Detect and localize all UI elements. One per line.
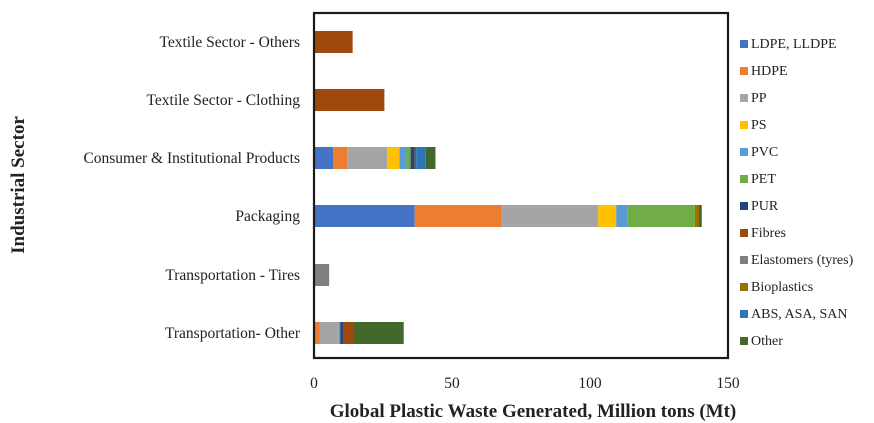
- bar-packaging-other: [699, 205, 702, 227]
- legend-swatch: [740, 229, 748, 237]
- legend-item: PS: [740, 118, 767, 133]
- bar-transportation-other-pvc: [338, 322, 341, 344]
- x-tick-label: 0: [310, 375, 318, 392]
- x-tick-label: 100: [578, 375, 602, 392]
- legend-label: Fibres: [751, 226, 786, 241]
- legend-swatch: [740, 337, 748, 345]
- legend-label: Elastomers (tyres): [751, 253, 854, 268]
- bar-packaging-pet: [627, 205, 695, 227]
- category-label: Packaging: [235, 208, 300, 225]
- bar-packaging-ps: [598, 205, 617, 227]
- legend-swatch: [740, 175, 748, 183]
- legend-item: Other: [740, 334, 783, 349]
- legend-swatch: [740, 283, 748, 291]
- legend-item: Bioplastics: [740, 280, 813, 295]
- legend-item: PVC: [740, 145, 778, 160]
- legend-swatch: [740, 310, 748, 318]
- plot-area-frame: [312, 11, 730, 360]
- legend-label: Bioplastics: [751, 280, 813, 295]
- x-axis-title: Global Plastic Waste Generated, Million …: [330, 401, 737, 422]
- legend-swatch: [740, 94, 748, 102]
- bars-layer: [314, 31, 702, 344]
- bar-packaging-pp: [501, 205, 599, 227]
- category-label: Textile Sector - Clothing: [147, 92, 301, 109]
- bar-transportation-other-other: [354, 322, 404, 344]
- bar-consumer-institutional-products-pvc: [399, 147, 407, 169]
- legend-item: ABS, ASA, SAN: [740, 307, 847, 322]
- legend-label: HDPE: [751, 64, 788, 79]
- bar-consumer-institutional-products-ps: [387, 147, 400, 169]
- category-label: Transportation - Tires: [165, 267, 300, 284]
- legend-label: PUR: [751, 199, 779, 214]
- legend-swatch: [740, 67, 748, 75]
- legend-swatch: [740, 148, 748, 156]
- bar-packaging-pvc: [616, 205, 628, 227]
- legend-item: PET: [740, 172, 776, 187]
- bar-packaging-ldpe-lldpe: [314, 205, 415, 227]
- bar-packaging-bioplastics: [694, 205, 700, 227]
- bar-transportation-other-fibres: [342, 322, 355, 344]
- legend-item: PP: [740, 91, 767, 106]
- bar-consumer-institutional-products-fibres: [414, 147, 417, 169]
- legend-label: PP: [751, 91, 767, 106]
- category-label: Textile Sector - Others: [159, 34, 300, 51]
- legend-label: LDPE, LLDPE: [751, 37, 837, 52]
- bar-transportation-tires-elastomers-tyres: [314, 264, 330, 286]
- bar-transportation-other-hdpe: [314, 322, 320, 344]
- legend-label: PVC: [751, 145, 778, 160]
- legend-label: ABS, ASA, SAN: [751, 307, 847, 322]
- x-tick-label: 150: [716, 375, 740, 392]
- legend-item: Elastomers (tyres): [740, 253, 854, 268]
- bar-consumer-institutional-products-hdpe: [333, 147, 348, 169]
- y-axis-title: Industrial Sector: [8, 116, 29, 254]
- x-tick-label: 50: [444, 375, 460, 392]
- category-label: Consumer & Institutional Products: [83, 150, 300, 167]
- legend-swatch: [740, 40, 748, 48]
- x-axis-tick-labels: 0 50 100 150: [310, 375, 740, 392]
- legend-item: PUR: [740, 199, 779, 214]
- bar-consumer-institutional-products-pp: [347, 147, 388, 169]
- legend-item: HDPE: [740, 64, 788, 79]
- bar-transportation-other-pur: [340, 322, 343, 344]
- legend-swatch: [740, 256, 748, 264]
- legend: LDPE, LLDPE HDPE PP PS PVC PET PUR Fibres Elasto…: [740, 37, 854, 349]
- bar-textile-sector-clothing-fibres: [314, 89, 385, 111]
- bar-consumer-institutional-products-ldpe-lldpe: [314, 147, 334, 169]
- bar-consumer-institutional-products-pet: [406, 147, 411, 169]
- category-label: Transportation- Other: [165, 325, 301, 342]
- bar-consumer-institutional-products-other: [425, 147, 436, 169]
- bar-textile-sector-others-fibres: [314, 31, 353, 53]
- bar-consumer-institutional-products-abs-asa-san: [416, 147, 426, 169]
- legend-swatch: [740, 202, 748, 210]
- category-labels: Textile Sector - Others Textile Sector - …: [83, 34, 300, 342]
- bar-transportation-other-pp: [319, 322, 339, 344]
- legend-item: LDPE, LLDPE: [740, 37, 837, 52]
- legend-label: Other: [751, 334, 783, 349]
- bar-packaging-hdpe: [414, 205, 502, 227]
- legend-item: Fibres: [740, 226, 786, 241]
- legend-swatch: [740, 121, 748, 129]
- legend-label: PET: [751, 172, 776, 187]
- legend-label: PS: [751, 118, 767, 133]
- bar-consumer-institutional-products-pur: [410, 147, 415, 169]
